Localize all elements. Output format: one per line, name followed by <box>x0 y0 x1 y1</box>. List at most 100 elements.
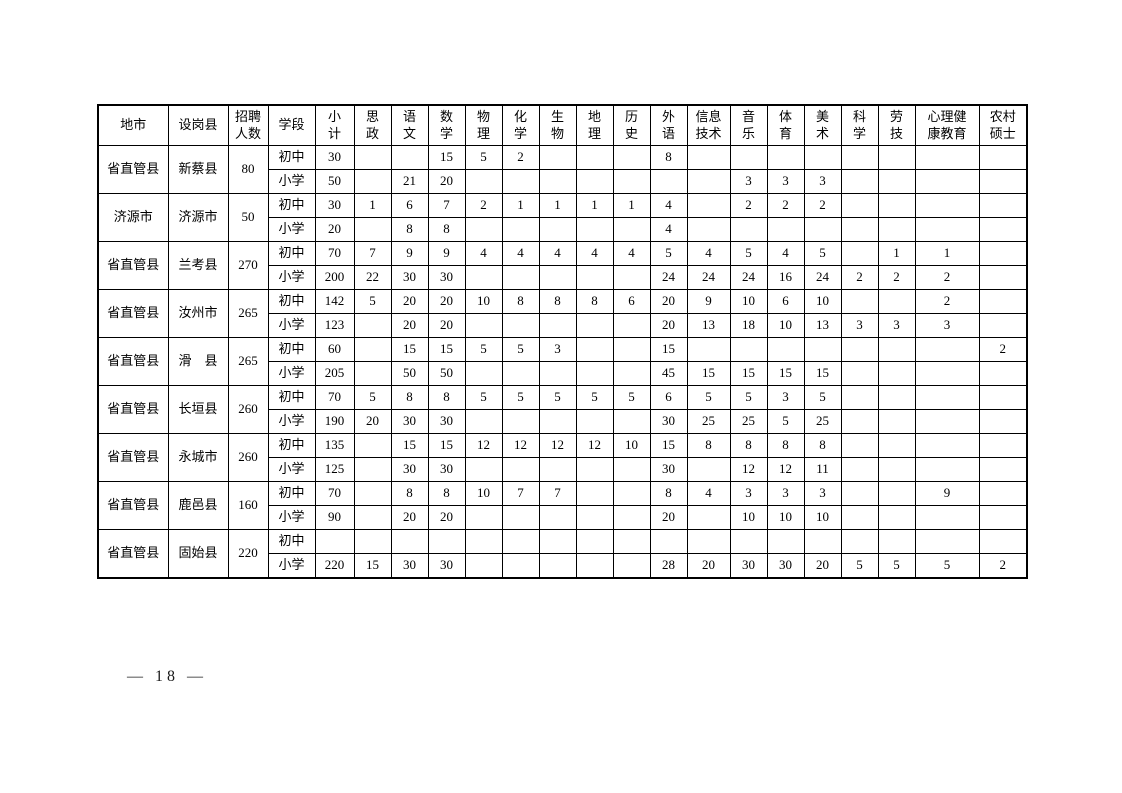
level-cell: 小学 <box>267 457 316 482</box>
value-cell <box>766 529 805 554</box>
value-cell: 3 <box>877 313 916 338</box>
value-cell: 2 <box>877 265 916 290</box>
column-header-subject: 生 物 <box>538 104 577 146</box>
table-row: 省直管县 兰考县 270 初中 70 7 9 9 4 4 4 4 4 5 4 5 4 5 1 1 <box>97 241 1028 290</box>
value-cell <box>538 265 577 290</box>
value-cell <box>877 529 916 554</box>
value-cell: 10 <box>729 289 768 314</box>
value-cell: 20 <box>649 505 688 530</box>
table-row: 小学 190 20 30 30 30 25 25 5 25 <box>98 409 1028 434</box>
value-cell <box>353 361 392 386</box>
value-cell <box>877 457 916 482</box>
column-header-level: 学段 <box>267 104 316 146</box>
value-cell: 15 <box>729 361 768 386</box>
subtotal-cell: 125 <box>314 457 355 482</box>
value-cell: 20 <box>390 505 429 530</box>
value-cell <box>877 361 916 386</box>
column-header-subject: 音 乐 <box>729 104 768 146</box>
value-cell <box>612 529 651 554</box>
city-cell: 省直管县 <box>97 385 169 434</box>
value-cell: 12 <box>766 457 805 482</box>
value-cell <box>803 529 842 554</box>
value-cell <box>649 169 688 194</box>
county-cell: 长垣县 <box>167 385 229 434</box>
value-cell <box>353 457 392 482</box>
value-cell: 5 <box>353 289 392 314</box>
value-cell <box>353 433 392 458</box>
value-cell <box>840 337 879 362</box>
value-cell <box>978 145 1028 170</box>
value-cell <box>729 217 768 242</box>
value-cell: 5 <box>464 385 503 410</box>
value-cell <box>538 313 577 338</box>
value-cell: 7 <box>353 241 392 266</box>
level-cell: 初中 <box>267 145 316 170</box>
value-cell: 5 <box>501 337 540 362</box>
column-header-subject: 思 政 <box>353 104 392 146</box>
column-header-subject: 心理健 康教育 <box>914 104 980 146</box>
value-cell: 15 <box>427 337 466 362</box>
table-row: 省直管县 长垣县 260 初中 70 5 8 8 5 5 5 5 5 6 5 5 3 5 <box>97 385 1028 434</box>
county-cell: 永城市 <box>167 433 229 482</box>
value-cell: 8 <box>427 385 466 410</box>
column-header-subject: 体 育 <box>766 104 805 146</box>
value-cell: 15 <box>649 337 688 362</box>
subtotal-cell: 70 <box>314 481 355 506</box>
city-cell: 济源市 <box>97 193 169 242</box>
value-cell: 5 <box>877 553 916 579</box>
value-cell <box>877 217 916 242</box>
value-cell <box>464 553 503 579</box>
table-row: 省直管县 鹿邑县 160 初中 70 8 8 10 7 7 8 4 3 3 3 9 <box>97 481 1028 530</box>
value-cell: 8 <box>390 481 429 506</box>
value-cell: 5 <box>840 553 879 579</box>
table-row: 小学 123 20 20 20 13 18 10 13 3 3 3 <box>98 313 1028 338</box>
value-cell: 3 <box>766 385 805 410</box>
value-cell <box>390 145 429 170</box>
value-cell: 20 <box>353 409 392 434</box>
subtotal-cell: 60 <box>314 337 355 362</box>
value-cell: 9 <box>914 481 980 506</box>
value-cell <box>501 265 540 290</box>
value-cell <box>803 217 842 242</box>
value-cell <box>840 385 879 410</box>
value-cell <box>464 217 503 242</box>
subtotal-cell: 220 <box>314 553 355 579</box>
value-cell: 30 <box>427 409 466 434</box>
value-cell <box>877 409 916 434</box>
value-cell: 20 <box>427 169 466 194</box>
value-cell <box>612 505 651 530</box>
column-header-total: 招聘 人数 <box>227 104 269 146</box>
value-cell: 2 <box>766 193 805 218</box>
value-cell <box>464 313 503 338</box>
value-cell: 30 <box>427 265 466 290</box>
value-cell: 6 <box>649 385 688 410</box>
value-cell <box>978 169 1028 194</box>
table-row: 小学 90 20 20 20 10 10 10 <box>98 505 1028 530</box>
value-cell: 10 <box>803 289 842 314</box>
value-cell: 2 <box>978 553 1028 579</box>
value-cell: 5 <box>686 385 731 410</box>
value-cell <box>612 553 651 579</box>
value-cell: 18 <box>729 313 768 338</box>
value-cell <box>353 313 392 338</box>
value-cell <box>538 529 577 554</box>
value-cell: 8 <box>729 433 768 458</box>
value-cell: 8 <box>427 481 466 506</box>
total-cell: 160 <box>227 481 269 530</box>
value-cell: 13 <box>803 313 842 338</box>
recruitment-table: 地市 设岗县 招聘 人数 学段 小 计 思 政语 文数 学物 理化 学生 物地 … <box>97 104 1028 579</box>
value-cell <box>978 433 1028 458</box>
value-cell <box>575 529 614 554</box>
level-cell: 小学 <box>267 505 316 530</box>
value-cell <box>914 337 980 362</box>
value-cell: 12 <box>538 433 577 458</box>
value-cell <box>612 169 651 194</box>
level-cell: 小学 <box>267 409 316 434</box>
value-cell: 8 <box>427 217 466 242</box>
subtotal-cell: 200 <box>314 265 355 290</box>
subtotal-cell: 135 <box>314 433 355 458</box>
value-cell: 5 <box>538 385 577 410</box>
total-cell: 80 <box>227 145 269 194</box>
value-cell <box>686 169 731 194</box>
value-cell: 1 <box>353 193 392 218</box>
